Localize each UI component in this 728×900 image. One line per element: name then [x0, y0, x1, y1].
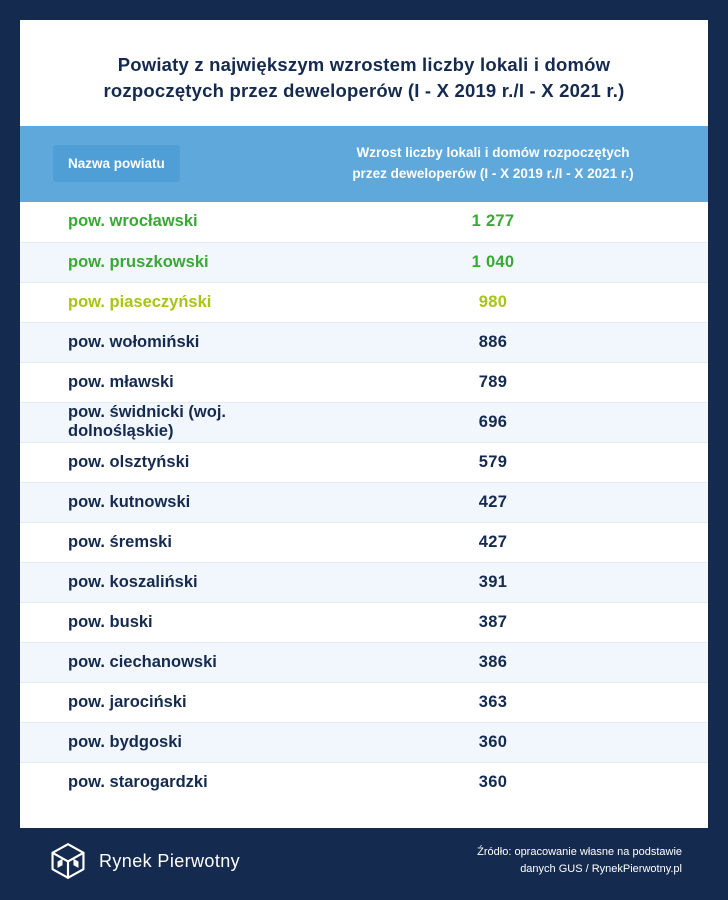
row-name: pow. bydgoski	[68, 732, 182, 751]
row-value: 391	[478, 572, 508, 591]
row-name: pow. olsztyński	[68, 452, 190, 471]
page-title: Powiaty z największym wzrostem liczby lo…	[50, 52, 678, 104]
table-row: pow. olsztyński 579	[20, 441, 708, 482]
row-name: pow. mławski	[68, 372, 174, 391]
title-line-1: Powiaty z największym wzrostem liczby lo…	[117, 54, 611, 75]
row-value: 360	[478, 732, 508, 751]
row-value: 360	[478, 772, 508, 791]
row-value: 427	[478, 492, 508, 511]
row-name: pow. kutnowski	[68, 492, 191, 511]
table-row: pow. piaseczyński 980	[20, 281, 708, 322]
row-value: 1 040	[471, 252, 515, 271]
row-name: pow. wołomiński	[68, 332, 200, 351]
row-value: 696	[478, 412, 508, 431]
row-name: pow. śremski	[68, 532, 172, 551]
row-name: pow. buski	[68, 612, 153, 631]
table-row: pow. jarociński 363	[20, 681, 708, 722]
column-header-value: Wzrost liczby lokali i domów rozpoczętyc…	[328, 143, 658, 185]
table-header: Nazwa powiatu Wzrost liczby lokali i dom…	[20, 125, 708, 202]
table-row: pow. koszaliński 391	[20, 561, 708, 602]
table-row: pow. bydgoski 360	[20, 721, 708, 762]
infographic-card: Powiaty z największym wzrostem liczby lo…	[20, 20, 708, 828]
row-value: 980	[478, 292, 508, 311]
source-note: Źródło: opracowanie własne na podstawie …	[477, 844, 682, 878]
title-line-2: rozpoczętych przez deweloperów (I - X 20…	[103, 79, 625, 101]
table-row: pow. wrocławski 1 277	[20, 202, 708, 242]
table-row: pow. starogardzki 360	[20, 761, 708, 802]
column-header-value-line-1: Wzrost liczby lokali i domów rozpoczętyc…	[356, 144, 630, 160]
table-row: pow. kutnowski 427	[20, 481, 708, 522]
row-value: 886	[478, 332, 508, 351]
table-row: pow. wołomiński 886	[20, 321, 708, 362]
row-value: 386	[478, 652, 508, 671]
brand: Rynek Pierwotny	[48, 841, 240, 881]
row-value: 1 277	[471, 212, 515, 231]
logo-arrow-right	[73, 858, 79, 868]
rynek-pierwotny-logo-icon	[51, 843, 85, 879]
row-name: pow. wrocławski	[68, 212, 198, 231]
row-value: 363	[478, 692, 508, 711]
row-name: pow. ciechanowski	[68, 652, 217, 671]
row-value: 387	[478, 612, 508, 631]
row-value: 579	[478, 452, 508, 471]
table-row: pow. pruszkowski 1 040	[20, 241, 708, 282]
footer: Rynek Pierwotny Źródło: opracowanie włas…	[20, 828, 708, 900]
row-value: 789	[478, 372, 508, 391]
source-line-1: Źródło: opracowanie własne na podstawie	[477, 845, 682, 858]
table-row: pow. ciechanowski 386	[20, 641, 708, 682]
row-name: pow. świdnicki (woj. dolnośląskie)	[68, 403, 226, 441]
column-header-name-cell: Nazwa powiatu	[53, 145, 328, 183]
column-header-name: Nazwa powiatu	[53, 145, 180, 183]
table-row: pow. buski 387	[20, 601, 708, 642]
logo-arrow-left	[57, 858, 63, 868]
column-header-value-line-2: przez deweloperów (I - X 2019 r./I - X 2…	[352, 165, 634, 181]
row-name: pow. jarociński	[68, 692, 187, 711]
row-name: pow. starogardzki	[68, 772, 208, 791]
row-name: pow. koszaliński	[68, 572, 198, 591]
row-value: 427	[478, 532, 508, 551]
table-row: pow. mławski 789	[20, 361, 708, 402]
table-row: pow. świdnicki (woj. dolnośląskie) 696	[20, 401, 708, 442]
source-line-2: danych GUS / RynekPierwotny.pl	[520, 863, 682, 875]
table-row: pow. śremski 427	[20, 521, 708, 562]
table-body: pow. wrocławski 1 277 pow. pruszkowski 1…	[20, 202, 708, 828]
row-name: pow. piaseczyński	[68, 292, 212, 311]
brand-name: Rynek Pierwotny	[99, 850, 241, 871]
row-name: pow. pruszkowski	[68, 252, 209, 271]
